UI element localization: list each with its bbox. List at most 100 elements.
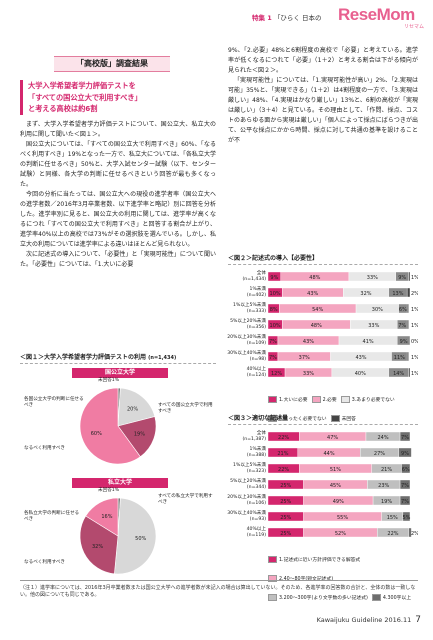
- bar-value-label: 7%: [269, 355, 277, 361]
- header-title: 特集 1 「ひらく 日本の: [252, 14, 322, 22]
- bar-value-label: 11%: [394, 355, 405, 361]
- bar-value-label: 7%: [401, 435, 409, 441]
- figure-1: ＜図１＞大学入学希望者学力評価テストの利用 (n=1,434): [20, 352, 216, 364]
- bar-value-label: 33%: [367, 275, 378, 281]
- bar-row-label: 1%以上5%未満 (n=333): [233, 303, 266, 314]
- pie-slice: [79, 387, 141, 465]
- figure-3: ＜図３＞適切な記述量: [228, 413, 418, 425]
- bar-value-label: 43%: [355, 355, 366, 361]
- bar-value-label: 27%: [374, 451, 385, 457]
- legend-swatch: [268, 556, 277, 563]
- pie-value-label: 32%: [92, 544, 103, 550]
- bar-segment: [401, 463, 411, 474]
- pie-value-label: 60%: [91, 431, 102, 437]
- bar-row-label: 20%以上30%未満 (n=106): [227, 495, 266, 506]
- paragraph: 次に記述式の導入について、「必要性」と「実現可能性」について聞いた。「必要性」に…: [20, 251, 216, 268]
- bar-value-label: 21%: [381, 467, 392, 473]
- bar-value-label: 9%: [398, 275, 406, 281]
- bar-value-label: 44%: [323, 451, 334, 457]
- legend-item: 未回答: [330, 415, 356, 422]
- bar-value-label: 6%: [399, 307, 407, 313]
- figure-1-title: ＜図１＞大学入学希望者学力評価テストの利用 (n=1,434): [20, 354, 177, 361]
- bar-value-label: 52%: [335, 531, 346, 537]
- legend-label: 2.必要: [322, 398, 337, 403]
- bar-row-label: 30%以上40%未満 (n=98): [227, 351, 266, 362]
- pie-label: 各私立大学の判断に任せるべき: [24, 511, 80, 522]
- bar-row-label: 全体 (n=1,387): [242, 431, 267, 442]
- bar-value-label: 51%: [330, 467, 341, 473]
- figure-2-bars: 9% 48% 33% 9% 1% 10% 43% 32% 13% 2% 8% 54% 30% 6% 1% 10…: [268, 271, 418, 378]
- bar-value-label: 48%: [311, 323, 322, 329]
- legend-item: 1.大いに必要: [268, 396, 308, 403]
- bar-segment: [397, 335, 411, 346]
- pie-value-label: 19%: [134, 432, 145, 438]
- figure-2-legend: 1.大いに必要 2.必要 3.あまり必要でない 4.まったく必要でない 未回答: [268, 388, 420, 426]
- pie-slice: [85, 497, 119, 537]
- pie-label: 未回答1%: [98, 378, 120, 383]
- bar-segment: [408, 367, 411, 378]
- legend-swatch: [268, 396, 277, 403]
- bar-row-label: 1%以上5%未満 (n=323): [233, 463, 266, 474]
- bar-row-label: 5%以上20%未満 (n=344): [230, 479, 266, 490]
- legend-swatch: [268, 594, 277, 601]
- bar-value-label: 9%: [270, 275, 278, 281]
- pie-label: 各国公立大学の判断に任せるべき: [24, 397, 84, 408]
- legend-label: 1.記述式に近い方針評価できる解答式: [279, 558, 361, 563]
- pie-chart-public: 20% 19% 60%: [79, 387, 157, 465]
- bar-row-label: 1%未満 (n=402): [246, 287, 266, 298]
- bar-segment: [399, 479, 411, 490]
- legend-item: 2.必要: [311, 396, 337, 403]
- bar-value-label: 2%: [411, 291, 418, 297]
- pie-label: すべての国公立大学で利用すべき: [158, 403, 213, 414]
- bar-value-label: 43%: [307, 291, 318, 297]
- pie-slice: [117, 387, 156, 427]
- bar-value-label: 32%: [360, 291, 371, 297]
- bar-value-label: 1%: [411, 275, 418, 281]
- bar-row-label: 20%以上30%未満 (n=109): [227, 335, 266, 346]
- bar-segment: [406, 287, 411, 298]
- figure-2-title: ＜図２＞記述式の導入【必要性】: [228, 255, 319, 262]
- bar-value-label: 54%: [312, 307, 323, 313]
- bar-value-label: 25%: [280, 483, 291, 489]
- bar-value-label: 23%: [378, 483, 389, 489]
- bar-segment: [408, 527, 412, 538]
- panel-title-public: 国公立大学: [72, 368, 168, 378]
- bar-value-label: 25%: [280, 515, 291, 521]
- bar-value-label: 33%: [303, 371, 314, 377]
- pie-slice: [117, 416, 157, 458]
- legend-label: 3.あまり必要でない: [351, 398, 395, 403]
- figure-2: ＜図２＞記述式の導入【必要性】: [228, 253, 418, 265]
- legend-item: 3.あまり必要でない: [340, 396, 395, 403]
- bar-value-label: 25%: [280, 531, 291, 537]
- bar-segment: [398, 447, 412, 458]
- bar-value-label: 24%: [377, 435, 388, 441]
- legend-label: 2.40〜80字(短文記述式): [279, 577, 334, 582]
- pie-slice: [114, 497, 157, 575]
- pie-value-label: 50%: [135, 536, 146, 542]
- bar-row-label: 40%以上 (n=119): [246, 527, 266, 538]
- figure-3-legend: 1.記述式に近い方針評価できる解答式 2.40〜80字(短文記述式) 3.200〜3…: [268, 548, 420, 605]
- legend-item: 3.200〜300字(より文字数の多い記述式): [268, 594, 368, 601]
- bar-value-label: 1%: [411, 323, 418, 329]
- legend-item: 1.記述式に近い方針評価できる解答式: [268, 556, 360, 563]
- panel-title-private: 私立大学: [72, 478, 168, 488]
- bar-segment: [406, 303, 409, 314]
- figure-3-bars: 22% 47% 24% 7% 21% 44% 27% 9% 22% 51% 21% 6% 25% 45% 2…: [268, 431, 418, 538]
- bar-value-label: 9%: [401, 451, 409, 457]
- bar-value-label: 21%: [277, 451, 288, 457]
- legend-label: 1.大いに必要: [279, 398, 308, 403]
- bar-value-label: 12%: [271, 371, 282, 377]
- pie-value-label: 20%: [127, 406, 138, 412]
- footnote: （注１）進学率については、2016年3月卒業者数または国公立大学への進学者数が未…: [20, 585, 416, 598]
- footnote-divider: [20, 580, 418, 581]
- bar-value-label: 9%: [400, 339, 408, 345]
- paragraph: 国公立大については、「すべての国公立大で利用すべき」60%、「なるべく利用すべき…: [20, 141, 216, 188]
- legend-item: 4.まったく必要でない: [268, 415, 327, 422]
- bar-value-label: 14%: [393, 371, 404, 377]
- bar-value-label: 25%: [280, 499, 291, 505]
- bar-value-label: 45%: [330, 483, 341, 489]
- bar-value-label: 1%: [411, 355, 418, 361]
- bar-value-label: 22%: [278, 435, 289, 441]
- legend-swatch: [268, 575, 277, 582]
- left-column-text: まず、大学入学希望者学力評価テストについて、国公立大、私立大の利用に関して聞いた…: [20, 120, 216, 270]
